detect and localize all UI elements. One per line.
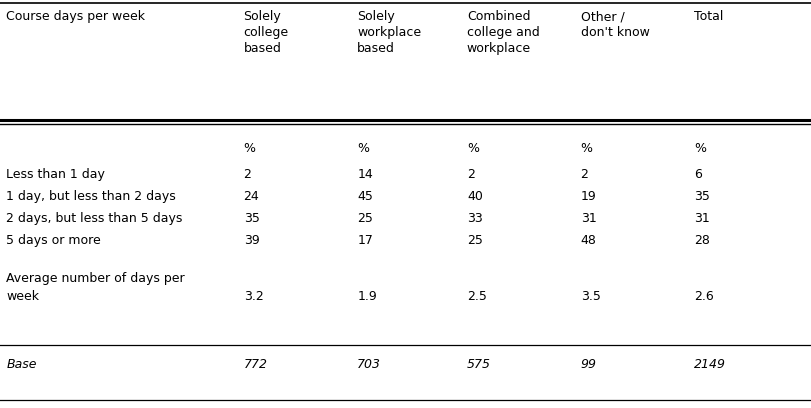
- Text: 2.5: 2.5: [466, 290, 486, 303]
- Text: 1 day, but less than 2 days: 1 day, but less than 2 days: [6, 190, 176, 203]
- Text: week: week: [6, 290, 40, 303]
- Text: 28: 28: [693, 234, 710, 247]
- Text: 35: 35: [693, 190, 710, 203]
- Text: Solely
workplace
based: Solely workplace based: [357, 10, 421, 55]
- Text: %: %: [243, 142, 255, 155]
- Text: 31: 31: [693, 212, 709, 225]
- Text: %: %: [580, 142, 592, 155]
- Text: 31: 31: [580, 212, 595, 225]
- Text: 2 days, but less than 5 days: 2 days, but less than 5 days: [6, 212, 182, 225]
- Text: Total: Total: [693, 10, 723, 23]
- Text: 575: 575: [466, 358, 491, 371]
- Text: Solely
college
based: Solely college based: [243, 10, 289, 55]
- Text: Base: Base: [6, 358, 37, 371]
- Text: 772: 772: [243, 358, 268, 371]
- Text: 6: 6: [693, 168, 702, 181]
- Text: 19: 19: [580, 190, 595, 203]
- Text: 2.6: 2.6: [693, 290, 713, 303]
- Text: Other /
don't know: Other / don't know: [580, 10, 649, 39]
- Text: 1.9: 1.9: [357, 290, 376, 303]
- Text: 5 days or more: 5 days or more: [6, 234, 101, 247]
- Text: Course days per week: Course days per week: [6, 10, 145, 23]
- Text: 24: 24: [243, 190, 259, 203]
- Text: 25: 25: [466, 234, 483, 247]
- Text: 99: 99: [580, 358, 596, 371]
- Text: %: %: [693, 142, 706, 155]
- Text: 3.5: 3.5: [580, 290, 599, 303]
- Text: 2: 2: [243, 168, 251, 181]
- Text: Less than 1 day: Less than 1 day: [6, 168, 105, 181]
- Text: 39: 39: [243, 234, 259, 247]
- Text: %: %: [466, 142, 478, 155]
- Text: 2149: 2149: [693, 358, 725, 371]
- Text: 2: 2: [466, 168, 474, 181]
- Text: 45: 45: [357, 190, 373, 203]
- Text: 3.2: 3.2: [243, 290, 263, 303]
- Text: 17: 17: [357, 234, 373, 247]
- Text: %: %: [357, 142, 369, 155]
- Text: 35: 35: [243, 212, 260, 225]
- Text: 40: 40: [466, 190, 483, 203]
- Text: 703: 703: [357, 358, 381, 371]
- Text: Combined
college and
workplace: Combined college and workplace: [466, 10, 539, 55]
- Text: Average number of days per: Average number of days per: [6, 272, 185, 285]
- Text: 14: 14: [357, 168, 372, 181]
- Text: 33: 33: [466, 212, 482, 225]
- Text: 2: 2: [580, 168, 588, 181]
- Text: 25: 25: [357, 212, 373, 225]
- Text: 48: 48: [580, 234, 596, 247]
